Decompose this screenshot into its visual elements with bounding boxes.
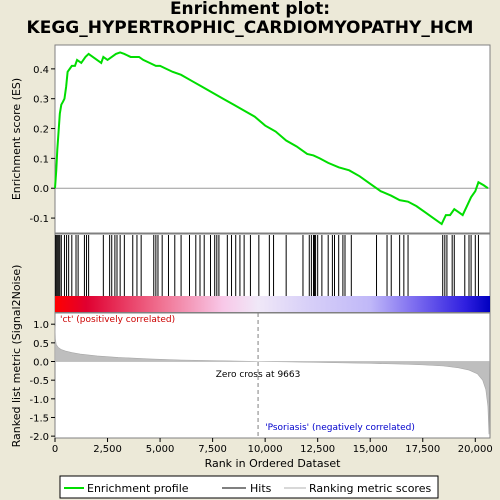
metric-y-tick-label: -1.0 [29, 395, 49, 406]
negative-label: 'Psoriasis' (negatively correlated) [265, 423, 415, 433]
es-y-tick-label: 0.1 [33, 154, 49, 165]
metric-x-tick-label: 15,000 [353, 444, 388, 455]
es-line [54, 51, 489, 226]
metric-x-tick-label: 0 [52, 444, 58, 455]
hits-panel [54, 233, 491, 313]
chart-title: Enrichment plot: KEGG_HYPERTROPHIC_CARDI… [0, 0, 500, 38]
title-line-2: KEGG_HYPERTROPHIC_CARDIOMYOPATHY_HCM [26, 18, 474, 38]
metric-x-tick-label: 17,500 [405, 444, 440, 455]
es-y-tick-label: 0.3 [33, 95, 49, 106]
x-axis-label: Rank in Ordered Dataset [205, 457, 342, 470]
legend-box [59, 475, 439, 499]
metric-y-axis-label: Ranked list metric (Signal2Noise) [10, 265, 23, 448]
metric-y-tick-label: -2.0 [29, 432, 49, 443]
zero-cross-label: Zero cross at 9663 [216, 370, 301, 380]
es-y-tick-label: 0.2 [33, 125, 49, 136]
metric-x-tick-label: 5,000 [146, 444, 175, 455]
positive-label: 'ct' (positively correlated) [60, 315, 175, 325]
metric-y-tick-label: -1.5 [29, 413, 49, 424]
metric-x-tick-label: 2,500 [93, 444, 122, 455]
metric-plot-area [54, 312, 491, 439]
metric-x-tick-label: 20,000 [458, 444, 493, 455]
metric-panel: Zero cross at 9663 'ct' (positively corre… [10, 265, 493, 470]
metric-y-tick-label: 0.5 [33, 339, 49, 350]
es-y-tick-label: -0.1 [29, 214, 49, 225]
metric-x-tick-label: 10,000 [248, 444, 283, 455]
es-plot-area [54, 44, 491, 234]
es-y-tick-label: 0.0 [33, 184, 49, 195]
metric-y-tick-label: 1.0 [33, 320, 49, 331]
rank-color-bar [55, 296, 490, 312]
metric-x-tick-label: 7,500 [198, 444, 227, 455]
metric-y-tick-label: 0.0 [33, 358, 49, 369]
es-panel: -0.1 0.0 0.1 0.2 0.3 0.4 Enrichment score (ES) [10, 44, 491, 234]
es-y-tick-label: 0.4 [33, 65, 49, 76]
metric-x-tick-label: 12,500 [300, 444, 335, 455]
legend-label-es: Enrichment profile [87, 482, 189, 495]
metric-y-tick-label: -0.5 [29, 376, 49, 387]
legend-label-hits: Hits [250, 482, 272, 495]
legend-label-metric: Ranking metric scores [309, 482, 431, 495]
metric-area [54, 326, 490, 435]
legend: Enrichment profile Hits Ranking metric sco… [59, 475, 439, 499]
title-line-1: Enrichment plot: [169, 0, 331, 19]
es-y-axis-label: Enrichment score (ES) [10, 78, 23, 200]
